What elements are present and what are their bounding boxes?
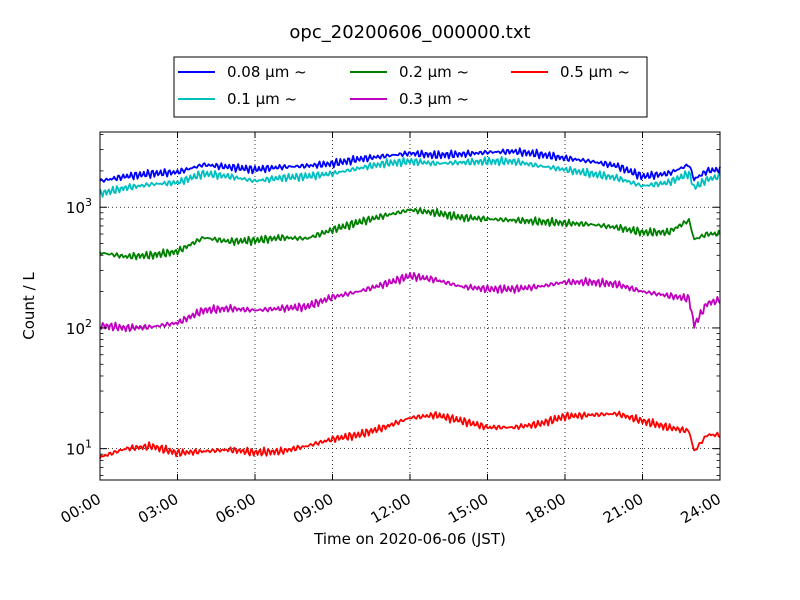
- y-tick-label: 103: [66, 196, 92, 217]
- legend-label: 0.2 μm ~: [399, 63, 469, 81]
- series-line: [99, 410, 721, 459]
- x-axis-label: Time on 2020-06-06 (JST): [313, 530, 506, 548]
- series-line: [99, 271, 721, 333]
- legend: 0.08 μm ~ 0.1 μm ~ 0.2 μm ~ 0.3 μm ~ 0.5 μm …: [173, 56, 648, 118]
- legend-label: 0.08 μm ~: [227, 63, 307, 81]
- y-axis-label: Count / L: [20, 272, 38, 340]
- series-line: [99, 147, 721, 183]
- legend-label: 0.3 μm ~: [399, 90, 469, 108]
- chart-title: opc_20200606_000000.txt: [289, 22, 530, 43]
- legend-box: [173, 56, 648, 118]
- legend-label: 0.5 μm ~: [560, 63, 630, 81]
- y-axis-ticks: 101 102 103: [66, 196, 720, 459]
- grid-lines: [100, 132, 720, 480]
- series-layer: [99, 147, 721, 459]
- y-tick-label: 101: [66, 438, 92, 459]
- legend-label: 0.1 μm ~: [227, 90, 297, 108]
- y-tick-label: 102: [66, 317, 92, 338]
- series-line: [99, 207, 721, 261]
- series-line: [99, 155, 721, 198]
